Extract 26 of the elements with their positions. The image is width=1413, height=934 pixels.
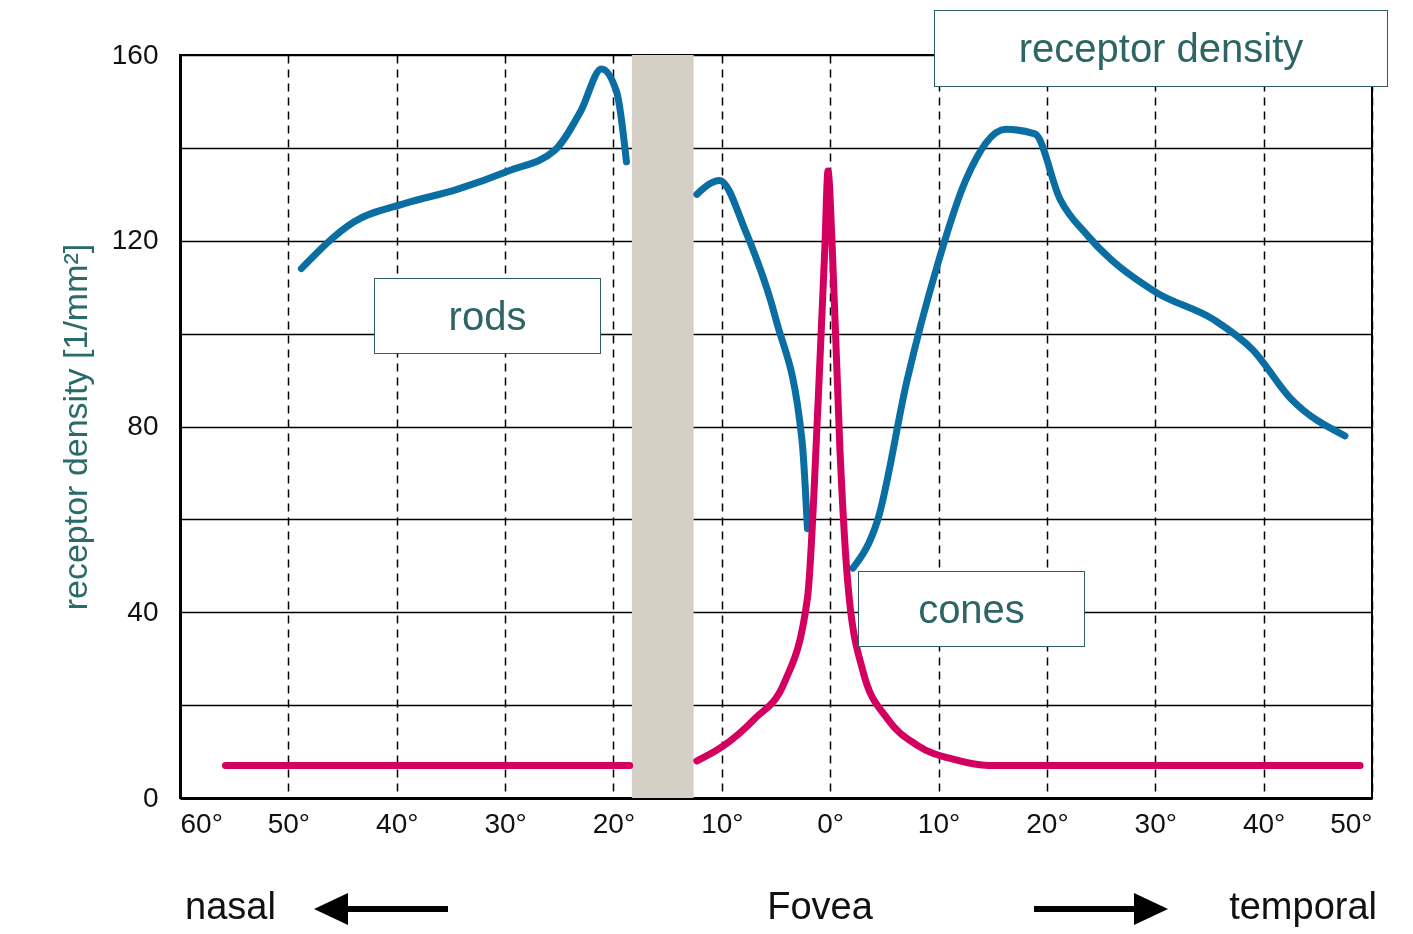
x-tick-label: 50° (1330, 807, 1373, 839)
title-box: receptor density (934, 10, 1388, 87)
x-tick-label: 30° (1134, 807, 1177, 839)
series-label: cones (918, 586, 1025, 632)
x-tick-label: 10° (701, 807, 744, 839)
x-tick-label: 50° (267, 807, 311, 839)
y-tick-label: 0 (142, 781, 159, 813)
y-tick-label: 80 (127, 410, 159, 441)
x-tick-label: 40° (1242, 807, 1286, 839)
label-box: cones (858, 571, 1085, 647)
x-tick-label: 40° (376, 807, 419, 839)
y-tick-label: 120 (111, 224, 159, 256)
text: nasal (185, 885, 276, 927)
x-tick-label: 30° (484, 807, 527, 839)
y-tick-label: 40 (127, 595, 159, 627)
x-tick-label: 20° (1026, 807, 1069, 839)
label-box: rods (374, 278, 601, 354)
y-tick-label: 160 (111, 38, 159, 70)
text: temporal (1229, 885, 1377, 927)
x-tick-label: 0° (817, 807, 845, 839)
y-axis-title: receptor density [1/mm²] (55, 243, 94, 611)
x-tick-label: 20° (592, 807, 636, 839)
x-tick-label: 10° (917, 807, 961, 839)
chart-title: receptor density (1018, 26, 1304, 71)
x-tick-label: 60° (180, 807, 223, 839)
text: Fovea (767, 885, 874, 927)
